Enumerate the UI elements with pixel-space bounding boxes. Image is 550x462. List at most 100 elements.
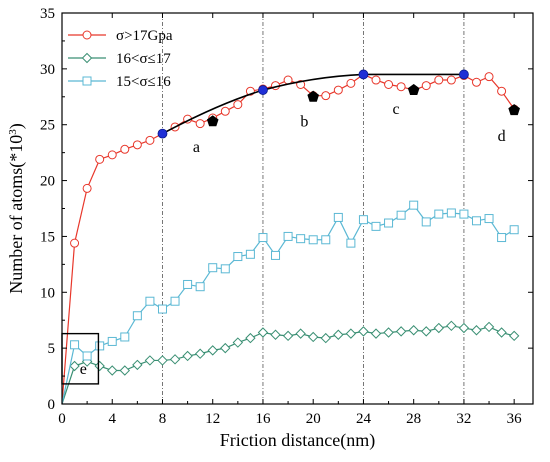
series-1-point bbox=[434, 75, 444, 85]
series-1-point bbox=[333, 85, 343, 95]
series-3-point bbox=[371, 221, 381, 231]
series-2-point bbox=[508, 330, 520, 342]
series-3-point bbox=[132, 311, 142, 321]
series-3-point bbox=[471, 216, 481, 226]
envelope-path bbox=[162, 73, 464, 135]
series-2-point bbox=[345, 328, 357, 339]
series-2-point bbox=[320, 332, 331, 344]
series-3-point bbox=[497, 233, 507, 243]
series-2-point bbox=[471, 325, 482, 336]
legend-item-2: 16<σ≤17 bbox=[68, 51, 171, 67]
annotation-a-label: a bbox=[193, 139, 200, 156]
y-tick-label: 20 bbox=[40, 174, 55, 190]
series-2-point bbox=[245, 332, 256, 344]
series-2-point bbox=[207, 345, 218, 356]
series-3-point bbox=[321, 235, 331, 245]
series-1-point bbox=[346, 78, 356, 88]
series-2-point bbox=[333, 329, 344, 340]
y-tick-label: 5 bbox=[48, 341, 56, 357]
annotation-c-marker bbox=[407, 83, 420, 96]
legend-swatch-marker bbox=[82, 76, 92, 86]
series-1-point bbox=[371, 75, 381, 85]
series-1-point bbox=[70, 238, 80, 248]
series-1-point bbox=[233, 100, 243, 110]
series-1-point bbox=[107, 150, 117, 160]
legend: σ>17Gpa 16<σ≤17 15<σ≤16 bbox=[68, 28, 173, 90]
series-3-point bbox=[308, 235, 318, 245]
annotation-b-label: b bbox=[300, 113, 308, 130]
series-1-point bbox=[446, 75, 456, 85]
envelope-point bbox=[157, 128, 168, 139]
series-1-point bbox=[145, 135, 155, 145]
series-1-point bbox=[95, 154, 105, 164]
y-tick-label: 15 bbox=[40, 229, 55, 245]
series-1-point bbox=[220, 106, 230, 116]
series-3-point bbox=[145, 296, 155, 306]
annotation-d-label: d bbox=[498, 128, 506, 145]
series-3-point bbox=[296, 234, 306, 244]
series-2-point bbox=[395, 326, 407, 337]
series-3-point bbox=[245, 249, 255, 259]
x-tick-label: 24 bbox=[356, 411, 372, 427]
series-3-point bbox=[157, 304, 167, 314]
series-3-point bbox=[459, 209, 469, 219]
series-2-point bbox=[257, 327, 269, 338]
series-2-point bbox=[94, 360, 105, 372]
annotation-a-marker bbox=[206, 115, 219, 127]
series-3-point bbox=[509, 225, 519, 235]
series-3-point bbox=[333, 212, 343, 222]
series-2-point bbox=[107, 365, 118, 376]
legend-label: σ>17Gpa bbox=[116, 28, 173, 44]
x-tick-label: 0 bbox=[58, 411, 66, 427]
series-1-point bbox=[321, 91, 331, 101]
series-2-point bbox=[69, 360, 80, 372]
series-3-point bbox=[409, 200, 419, 210]
series-2-point bbox=[446, 320, 457, 332]
axes: 0 4 8 12 16 20 24 28 32 36 0 5 10 15 20 25 30 35 bbox=[40, 6, 534, 427]
series-2-point bbox=[157, 355, 168, 366]
series-1-point bbox=[120, 144, 130, 154]
series-2-point bbox=[307, 331, 319, 343]
y-axis-title: Number of atoms(*103) bbox=[6, 123, 27, 293]
series-2-point bbox=[282, 330, 294, 342]
series-2-point bbox=[119, 365, 131, 376]
x-tick-label: 12 bbox=[205, 411, 220, 427]
series-2-point bbox=[270, 329, 281, 340]
series-1-point bbox=[132, 140, 142, 150]
series-3-point bbox=[283, 231, 293, 241]
series-lines bbox=[61, 69, 520, 405]
legend-item-1: σ>17Gpa bbox=[68, 28, 173, 44]
series-2-point bbox=[220, 342, 231, 354]
series-2-point bbox=[421, 326, 432, 337]
x-tick-label: 4 bbox=[108, 411, 116, 427]
series-3-point bbox=[396, 210, 406, 220]
series-3-point bbox=[170, 296, 180, 306]
y-tick-label: 25 bbox=[40, 118, 55, 134]
series-2-point bbox=[370, 328, 382, 339]
series-2-point bbox=[458, 322, 470, 334]
series-3-point bbox=[82, 351, 92, 361]
series-3-point bbox=[95, 341, 105, 351]
y-tick-label: 0 bbox=[48, 397, 56, 413]
annotations: a b c d e bbox=[61, 83, 520, 385]
series-3-point bbox=[421, 217, 431, 227]
series-2-point bbox=[358, 326, 369, 337]
series-1-point bbox=[396, 82, 406, 92]
envelope-point bbox=[258, 85, 268, 95]
series-1-point bbox=[497, 86, 507, 96]
legend-label: 16<σ≤17 bbox=[116, 51, 171, 67]
series-3-point bbox=[484, 214, 494, 224]
series-2-point bbox=[383, 327, 394, 338]
series-1-point bbox=[82, 183, 92, 193]
x-tick-label: 32 bbox=[456, 411, 471, 427]
y-tick-label: 30 bbox=[40, 62, 55, 78]
x-tick-label: 16 bbox=[255, 411, 271, 427]
series-2-point bbox=[194, 348, 206, 359]
envelope-point bbox=[459, 69, 469, 80]
vertical-reference-lines bbox=[162, 13, 465, 404]
series-3-point bbox=[384, 218, 394, 228]
series-1-point bbox=[471, 77, 481, 87]
y-axis-title-close: ) bbox=[6, 123, 27, 129]
